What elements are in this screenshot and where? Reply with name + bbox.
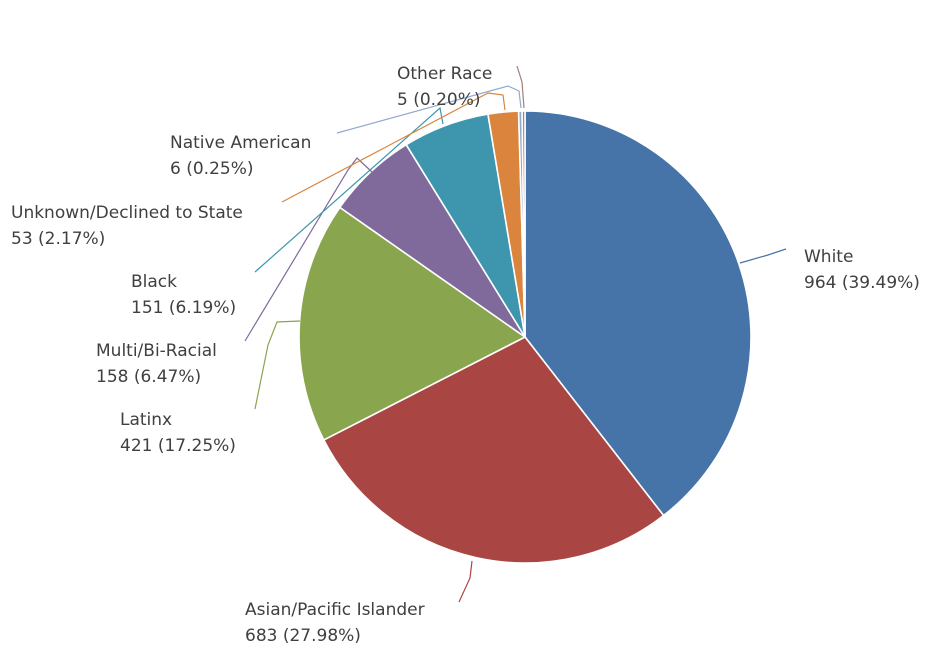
slice-label-asian-pacific-islander: Asian/Pacific Islander [245,600,425,620]
slice-value-white: 964 (39.49%) [804,273,920,293]
pie-slices [298,110,752,564]
slice-white[interactable] [524,110,752,517]
slice-value-unknown-declined-to-state: 53 (2.17%) [11,229,105,249]
leader-line-white [739,248,787,264]
leader-line-other-race [516,65,525,109]
slice-asian-pacific-islander[interactable] [322,335,665,564]
leader-line-asian-pacific-islander [458,560,473,603]
leader-lines [244,65,787,603]
leader-line-latinx [254,320,301,410]
slice-label-white: White [804,247,853,267]
slice-value-multi-bi-racial: 158 (6.47%) [96,367,201,387]
leader-line-unknown-declined-to-state [281,92,506,203]
slice-label-latinx: Latinx [120,410,172,430]
slice-value-native-american: 6 (0.25%) [170,159,254,179]
slice-value-other-race: 5 (0.20%) [397,90,481,110]
leader-line-multi-bi-racial [244,157,373,342]
leader-line-black [254,106,444,273]
slice-label-native-american: Native American [170,133,311,153]
slice-label-other-race: Other Race [397,64,492,84]
slice-value-asian-pacific-islander: 683 (27.98%) [245,626,361,646]
slice-labels: White 964 (39.49%) Asian/Pacific Islander 6… [11,64,920,646]
slice-label-multi-bi-racial: Multi/Bi-Racial [96,341,217,361]
slice-other-race[interactable] [521,110,526,338]
slice-label-black: Black [131,272,177,292]
leader-line-native-american [336,85,522,134]
slice-value-black: 151 (6.19%) [131,298,236,318]
slice-label-unknown-declined-to-state: Unknown/Declined to State [11,203,243,223]
slice-value-latinx: 421 (17.25%) [120,436,236,456]
